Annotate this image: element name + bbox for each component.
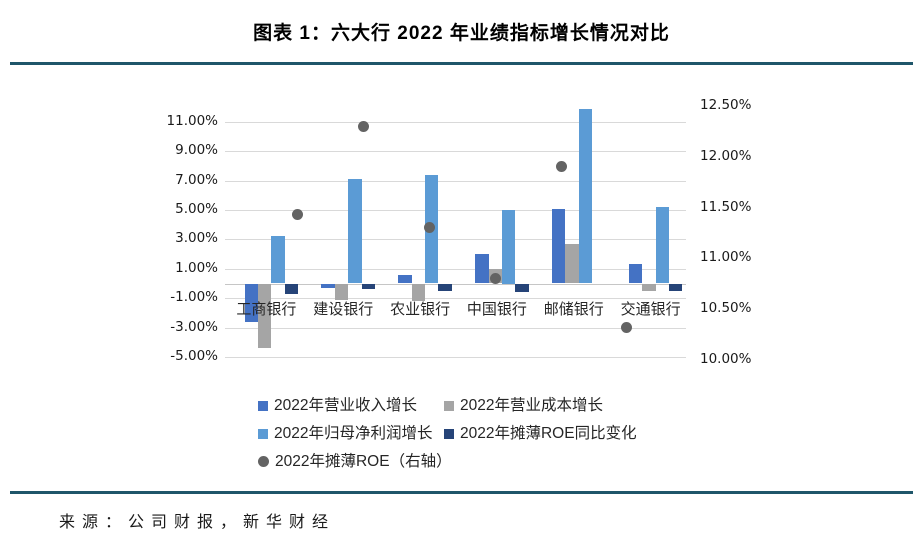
legend-label: 2022年归母净利润增长 (274, 425, 433, 442)
roe-dot (489, 273, 501, 285)
gridline (225, 327, 686, 329)
legend-item-revenue-growth: 2022年营业收入增长 (258, 393, 417, 415)
bar-2022年营业成本增长 (334, 283, 349, 300)
bar-2022年摊薄ROE同比变化 (361, 283, 376, 290)
legend-label: 2022年摊薄ROE（右轴） (275, 453, 452, 470)
figure-title: 图表 1：六大行 2022 年业绩指标增长情况对比 (253, 23, 670, 44)
legend-label: 2022年营业成本增长 (460, 397, 603, 414)
axis-tick-label-left: 1.00% (175, 259, 218, 276)
bar-2022年营业收入增长 (628, 264, 643, 284)
axis-tick-label-left: 3.00% (175, 230, 218, 247)
bar-2022年归母净利润增长 (578, 108, 593, 284)
gridline (225, 151, 686, 153)
legend-square-icon (258, 429, 268, 439)
axis-tick-label-left: -1.00% (170, 289, 218, 306)
gridline (225, 357, 686, 358)
bar-2022年营业收入增长 (244, 283, 258, 322)
bar-2022年摊薄ROE同比变化 (438, 283, 452, 291)
bar-2022年营业成本增长 (642, 283, 656, 291)
legend-square-icon (258, 401, 268, 411)
category-label: 中国银行 (466, 301, 527, 318)
bar-2022年归母净利润增长 (655, 207, 669, 284)
axis-tick-label-left: 5.00% (175, 201, 218, 217)
bar-2022年摊薄ROE同比变化 (284, 283, 299, 294)
axis-tick-label-left: 9.00% (175, 142, 218, 159)
bar-2022年营业成本增长 (565, 243, 579, 284)
legend-square-icon (444, 429, 454, 439)
category-label: 工商银行 (236, 301, 297, 318)
bar-2022年摊薄ROE同比变化 (668, 283, 683, 291)
top-rule (10, 62, 913, 65)
bar-2022年营业成本增长 (411, 283, 426, 302)
legend-item-roe-change: 2022年摊薄ROE同比变化 (444, 421, 637, 443)
axis-tick-label-right: 10.00% (700, 351, 752, 367)
axis-tick-label-left: 7.00% (175, 171, 218, 188)
axis-tick-label-right: 12.00% (700, 147, 752, 164)
axis-tick-label-left: -3.00% (170, 318, 218, 335)
bottom-rule (10, 491, 913, 494)
axis-tick-label-right: 11.00% (700, 249, 752, 266)
gridline (225, 121, 686, 123)
gridline (225, 268, 686, 270)
legend-label: 2022年营业收入增长 (274, 397, 417, 414)
bar-2022年营业收入增长 (475, 254, 489, 284)
axis-tick-label-right: 11.50% (700, 198, 752, 215)
legend-circle-icon (258, 456, 269, 467)
gridline (225, 239, 686, 241)
bar-2022年摊薄ROE同比变化 (515, 283, 529, 293)
roe-dot (292, 209, 304, 221)
legend-item-cost-growth: 2022年营业成本增长 (444, 393, 603, 415)
gridline (225, 298, 686, 300)
bar-2022年营业收入增长 (551, 208, 566, 284)
legend-label: 2022年摊薄ROE同比变化 (460, 425, 637, 442)
bar-2022年营业收入增长 (321, 283, 335, 288)
roe-dot (621, 321, 633, 333)
legend-item-net-profit-growth: 2022年归母净利润增长 (258, 421, 432, 443)
legend-square-icon (444, 401, 454, 411)
roe-dot (423, 222, 435, 234)
axis-tick-label-left: -5.00% (170, 348, 218, 364)
category-label: 农业银行 (390, 301, 451, 318)
bar-2022年归母净利润增长 (271, 236, 285, 284)
roe-dot (555, 161, 567, 173)
bar-2022年营业成本增长 (258, 283, 272, 349)
source-note: 来源：公司财报，新华财经 (59, 514, 336, 531)
bar-2022年归母净利润增长 (501, 210, 516, 284)
axis-tick-label-right: 10.50% (700, 300, 752, 317)
roe-dot (357, 120, 369, 132)
gridline (225, 180, 686, 182)
axis-tick-label-right: 12.50% (700, 97, 752, 113)
category-label: 邮储银行 (543, 301, 604, 318)
gridline (225, 210, 686, 211)
bar-2022年营业收入增长 (398, 274, 412, 284)
legend-item-roe-right-axis: 2022年摊薄ROE（右轴） (258, 449, 452, 471)
category-label: 建设银行 (313, 301, 374, 318)
category-label: 交通银行 (620, 301, 681, 318)
x-axis-line (225, 283, 686, 285)
axis-tick-label-left: 11.00% (166, 112, 218, 129)
bar-2022年归母净利润增长 (348, 179, 362, 284)
